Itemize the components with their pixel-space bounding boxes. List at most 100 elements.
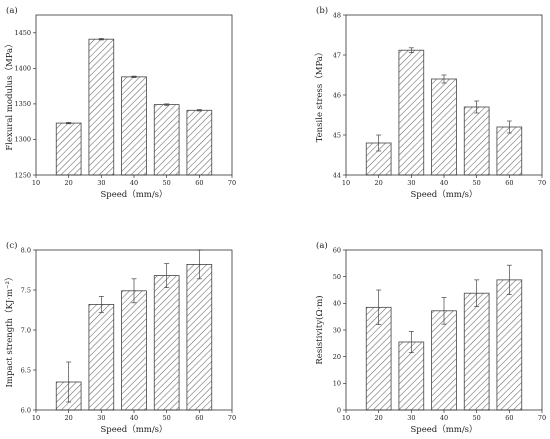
y-axis-title: Flexural modulus（MPa）: [4, 39, 15, 150]
error-bar: [164, 103, 170, 106]
error-bar: [66, 361, 72, 403]
y-tick-label: 46: [333, 91, 341, 99]
y-tick-label: 1300: [14, 136, 31, 144]
error-bar: [441, 297, 447, 325]
error-bar: [441, 74, 447, 84]
y-tick-label: 0: [337, 406, 341, 414]
x-tick-label: 60: [195, 414, 203, 422]
error-bar: [98, 296, 104, 313]
x-axis-title: Speed（mm/s）: [100, 424, 167, 435]
x-tick-label: 70: [228, 414, 236, 422]
x-tick-label: 20: [65, 414, 73, 422]
bar: [88, 38, 115, 176]
bar: [88, 303, 115, 411]
error-bar: [376, 289, 382, 326]
error-bar: [408, 330, 414, 354]
bar: [186, 263, 213, 411]
error-bar: [66, 122, 72, 125]
y-tick-label: 1400: [14, 65, 31, 73]
x-tick-label: 60: [195, 179, 203, 187]
bar: [496, 126, 523, 176]
x-tick-label: 10: [342, 414, 350, 422]
y-tick-label: 50: [333, 273, 341, 281]
x-tick-label: 70: [538, 179, 546, 187]
error-bar: [376, 134, 382, 152]
x-tick-label: 10: [342, 179, 350, 187]
y-tick-label: 45: [333, 131, 341, 139]
x-tick-label: 30: [97, 414, 105, 422]
x-tick-label: 20: [375, 179, 383, 187]
x-axis-title: Speed（mm/s）: [410, 424, 477, 435]
y-axis-title: Resistivity(Ω·m): [314, 295, 325, 364]
error-bar: [408, 47, 414, 53]
bar: [186, 109, 213, 176]
chart-panel-4: 10 20 30 40 50 60 700102030405060Speed（mm/s）Re…: [314, 240, 546, 435]
x-tick-label: 70: [228, 179, 236, 187]
error-bar: [474, 100, 480, 114]
x-tick-label: 30: [97, 179, 105, 187]
bar: [121, 290, 147, 411]
panel-label: (b): [316, 5, 328, 16]
x-tick-label: 20: [375, 414, 383, 422]
error-bar: [506, 264, 512, 295]
x-tick-label: 30: [407, 414, 415, 422]
bar: [463, 292, 490, 411]
chart-panel-1: 10 20 30 40 50 60 70 1250 1300 1350 1400 1450 Speed（…: [4, 5, 236, 200]
x-tick-label: 30: [407, 179, 415, 187]
panel-label: (a): [6, 5, 18, 16]
bar: [398, 49, 425, 176]
x-tick-label: 20: [65, 179, 73, 187]
bar: [153, 275, 180, 411]
bar: [121, 76, 147, 176]
x-axis-title: Speed（mm/s）: [100, 189, 167, 200]
x-axis-title: Speed（mm/s）: [410, 189, 477, 200]
y-tick-label: 7.5: [21, 286, 31, 294]
x-tick-label: 60: [505, 179, 513, 187]
y-tick-label: 1350: [14, 100, 31, 108]
error-bar: [196, 109, 202, 112]
x-tick-label: 50: [473, 414, 481, 422]
y-tick-label: 48: [333, 11, 341, 19]
error-bar: [98, 38, 104, 41]
y-tick-label: 6.5: [21, 366, 31, 374]
x-tick-label: 40: [130, 179, 138, 187]
y-tick-label: 1250: [14, 171, 31, 179]
x-tick-label: 50: [163, 414, 171, 422]
panel-label: (a): [316, 240, 328, 251]
error-bar: [131, 278, 137, 304]
y-tick-label: 8.0: [21, 246, 31, 254]
x-tick-label: 60: [505, 414, 513, 422]
error-bar: [506, 120, 512, 134]
y-tick-label: 30: [333, 326, 341, 334]
y-axis-title: Impact strength（KJ·m⁻²）: [4, 273, 15, 388]
y-axis-title: Tensile stress（MPa）: [314, 48, 325, 143]
y-tick-label: 40: [333, 300, 341, 308]
error-bar: [131, 75, 137, 78]
bar: [463, 106, 490, 176]
y-tick-label: 7.0: [21, 326, 31, 334]
chart-panel-3: 10 20 30 40 50 60 70 6.0 6.5 7.0 7.5 8.0 Speed（mm/s）…: [4, 240, 236, 435]
bar: [496, 279, 523, 411]
error-bar: [164, 263, 170, 288]
bar: [55, 122, 82, 176]
y-tick-label: 47: [333, 51, 341, 59]
bar: [431, 78, 457, 176]
x-tick-label: 70: [538, 414, 546, 422]
bar: [431, 310, 457, 411]
x-tick-label: 40: [440, 414, 448, 422]
x-tick-label: 40: [130, 414, 138, 422]
chart-panel-2: 10 20 30 40 50 60 70 44 45 46 47 48 Speed（mm/s） Tensi…: [314, 5, 546, 200]
y-tick-label: 10: [333, 380, 341, 388]
y-tick-label: 1450: [14, 29, 31, 37]
x-tick-label: 10: [32, 179, 40, 187]
panel-label: (c): [6, 240, 17, 251]
y-tick-label: 20: [333, 353, 341, 361]
x-tick-label: 50: [473, 179, 481, 187]
bar: [153, 104, 180, 176]
y-tick-label: 44: [333, 171, 341, 179]
y-tick-label: 6.0: [21, 406, 31, 414]
x-tick-label: 10: [32, 414, 40, 422]
y-tick-label: 60: [333, 246, 341, 254]
x-tick-label: 40: [440, 179, 448, 187]
